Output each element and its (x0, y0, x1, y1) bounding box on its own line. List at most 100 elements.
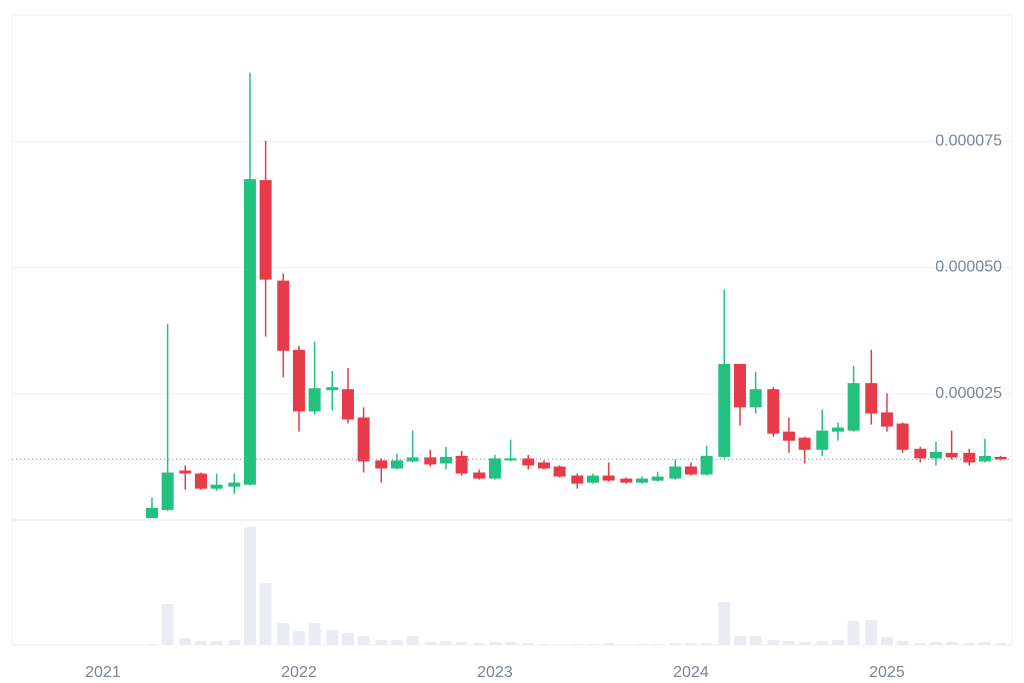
volume-bar (292, 631, 305, 645)
volume-bar (669, 643, 682, 645)
candle-body (669, 466, 682, 479)
plot-frame (11, 14, 1013, 646)
y-tick-label: 0.000025 (935, 385, 1002, 402)
candle-body (700, 455, 713, 475)
candle-body (684, 466, 697, 475)
candle-body (277, 280, 290, 351)
volume-bar (473, 643, 486, 645)
volume-bar (308, 623, 321, 645)
volume-bar (651, 644, 664, 645)
candle-body (194, 473, 207, 489)
volume-bar (963, 643, 976, 645)
candle-body (243, 179, 256, 485)
volume-bar (847, 621, 860, 645)
volume-bar (767, 640, 780, 645)
volume-bar (798, 642, 811, 645)
volume-bar (782, 641, 795, 645)
volume-bar (994, 643, 1007, 645)
candle-body (537, 462, 550, 469)
volume-bar (635, 644, 648, 645)
volume-bar (390, 640, 403, 645)
volume-bar (537, 644, 550, 645)
candle-body (308, 388, 321, 412)
volume-bar (228, 640, 241, 645)
volume-bar (914, 643, 927, 645)
x-tick-label: 2025 (869, 664, 905, 681)
volume-bar (978, 642, 991, 645)
candle-body (914, 448, 927, 459)
volume-bar (586, 644, 599, 645)
volume-bar (424, 642, 437, 645)
candle-body (326, 387, 339, 391)
candle-body (865, 383, 878, 414)
candle-body (424, 457, 437, 465)
volume-bar (945, 642, 958, 645)
volume-bar (375, 640, 388, 645)
x-tick-label: 2021 (85, 664, 121, 681)
volume-bar (326, 630, 339, 645)
x-tick-label: 2024 (673, 664, 709, 681)
volume-bar (865, 620, 878, 645)
volume-bar (684, 643, 697, 645)
volume-bar (243, 527, 256, 645)
volume-bar (194, 641, 207, 645)
volume-bar (439, 641, 452, 645)
candle-body (357, 417, 370, 462)
volume-bar (259, 583, 272, 645)
volume-bar (455, 642, 468, 645)
candle-body (782, 431, 795, 441)
volume-bar (179, 638, 192, 645)
candle-body (798, 437, 811, 450)
volume-bar (406, 636, 419, 645)
volume-bar (718, 602, 731, 645)
candle-body (375, 460, 388, 469)
candle-body (390, 460, 403, 469)
candle-body (978, 455, 991, 462)
y-tick-label: 0.000050 (935, 259, 1002, 276)
candle-body (488, 458, 501, 479)
volume-bar (357, 636, 370, 645)
candle-body (749, 389, 762, 408)
volume-bar (700, 643, 713, 645)
candle-body (816, 430, 829, 450)
candle-body (228, 482, 241, 487)
volume-bar (880, 637, 893, 645)
volume-bar (816, 641, 829, 645)
candle-body (651, 476, 664, 481)
volume-bar (571, 644, 584, 645)
candle-body (145, 507, 158, 518)
candle-body (179, 470, 192, 474)
candle-body (733, 363, 746, 408)
volume-bar (504, 642, 517, 645)
candle-body (602, 475, 615, 481)
candle-body (718, 363, 731, 457)
candle-body (767, 389, 780, 434)
candle-body (620, 478, 633, 483)
candle-body (522, 458, 535, 466)
candle-body (880, 412, 893, 427)
volume-bar (749, 636, 762, 645)
volume-bar (145, 644, 158, 645)
volume-bar (831, 640, 844, 645)
volume-bar (488, 642, 501, 645)
volume-bar (341, 633, 354, 645)
volume-bar (733, 636, 746, 645)
candle-body (455, 455, 468, 474)
candle-body (963, 452, 976, 463)
candle-body (586, 475, 599, 483)
candle-body (259, 180, 272, 280)
volume-bar (896, 641, 909, 645)
candle-body (210, 484, 223, 489)
volume-bar (210, 641, 223, 645)
candle-body (161, 472, 174, 510)
candle-body (847, 383, 860, 431)
volume-bar (277, 623, 290, 645)
candle-body (831, 427, 844, 432)
volume-bar (522, 643, 535, 645)
candle-body (439, 456, 452, 464)
candle-body (553, 466, 566, 477)
candle-body (896, 423, 909, 450)
volume-bar (161, 604, 174, 645)
y-tick-label: 0.000075 (935, 132, 1002, 149)
